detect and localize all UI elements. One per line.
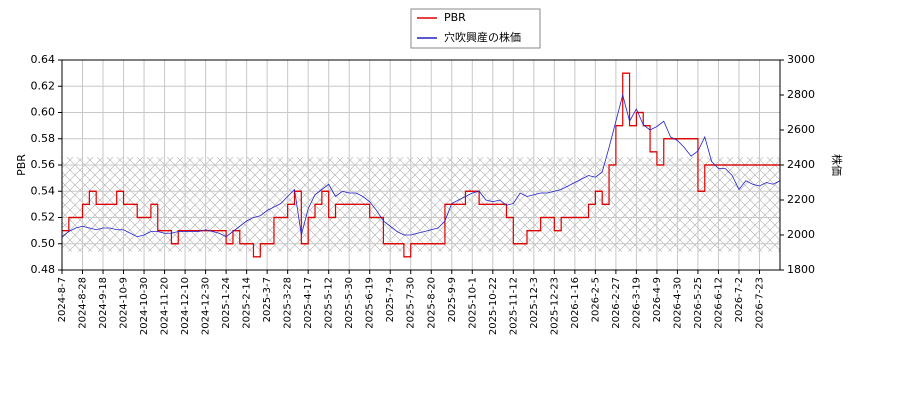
x-tick-label: 2024-11-20 [160, 277, 171, 335]
y-tick-label: 0.62 [31, 79, 56, 92]
x-tick-label: 2025-10-1 [467, 277, 478, 329]
y-axis-label: PBR [15, 154, 28, 176]
y-tick-label: 0.60 [31, 106, 56, 119]
y2-tick-label: 2800 [787, 88, 815, 101]
x-tick-label: 2026-6-12 [713, 277, 724, 329]
y-tick-label: 0.54 [31, 184, 56, 197]
legend-box [410, 8, 541, 49]
x-tick-label: 2025-8-20 [426, 277, 437, 329]
x-tick-label: 2025-7-9 [385, 277, 396, 322]
x-tick-label: 2025-9-9 [447, 277, 458, 322]
x-tick-label: 2025-4-17 [303, 277, 314, 329]
x-tick-label: 2024-12-10 [180, 277, 191, 335]
legend: PBR 穴吹興産の株価 [410, 8, 541, 49]
y-tick-label: 0.64 [31, 53, 56, 66]
x-tick-label: 2025-3-28 [283, 277, 294, 329]
x-tick-label: 2026-4-9 [652, 277, 663, 322]
y2-tick-label: 2000 [787, 228, 815, 241]
x-tick-label: 2026-2-27 [611, 277, 622, 329]
x-tick-label: 2024-10-9 [119, 277, 130, 329]
x-tick-label: 2025-2-14 [242, 277, 253, 329]
x-tick-label: 2025-6-19 [365, 277, 376, 329]
x-tick-label: 2026-4-30 [672, 277, 683, 329]
y-tick-label: 0.58 [31, 132, 56, 145]
x-tick-label: 2024-12-30 [201, 277, 212, 335]
x-tick-label: 2026-3-19 [631, 277, 642, 329]
y2-tick-label: 3000 [787, 53, 815, 66]
y-tick-label: 0.50 [31, 237, 56, 250]
x-tick-label: 2026-7-23 [754, 277, 765, 329]
x-tick-label: 2025-3-7 [262, 277, 273, 322]
x-tick-label: 2025-5-12 [324, 277, 335, 329]
legend-label: PBR [444, 11, 466, 24]
legend-label: 穴吹興産の株価 [444, 30, 521, 44]
x-tick-label: 2025-11-12 [508, 277, 519, 335]
y-tick-label: 0.56 [31, 158, 56, 171]
y-tick-label: 0.52 [31, 211, 56, 224]
y2-tick-label: 2400 [787, 158, 815, 171]
x-tick-label: 2024-9-18 [98, 277, 109, 329]
x-tick-label: 2025-1-24 [221, 277, 232, 329]
y2-tick-label: 1800 [787, 263, 815, 276]
x-tick-label: 2026-7-2 [734, 277, 745, 322]
x-tick-label: 2024-8-28 [78, 277, 89, 329]
y2-axis-label: 株価 [830, 154, 844, 176]
y-tick-label: 0.48 [31, 263, 56, 276]
x-tick-label: 2025-12-3 [529, 277, 540, 329]
x-tick-label: 2026-2-5 [590, 277, 601, 322]
range-band [62, 157, 780, 252]
x-tick-label: 2026-1-16 [570, 277, 581, 329]
x-tick-label: 2024-8-7 [57, 277, 68, 322]
plot-frame [61, 59, 781, 271]
y2-tick-label: 2200 [787, 193, 815, 206]
x-tick-label: 2024-10-30 [139, 277, 150, 335]
price-line [61, 93, 781, 238]
x-tick-label: 2025-7-30 [406, 277, 417, 329]
y2-tick-label: 2600 [787, 123, 815, 136]
x-tick-label: 2025-10-22 [488, 277, 499, 335]
x-tick-label: 2026-5-25 [693, 277, 704, 329]
x-tick-label: 2025-5-30 [344, 277, 355, 329]
x-tick-label: 2025-12-23 [549, 277, 560, 335]
